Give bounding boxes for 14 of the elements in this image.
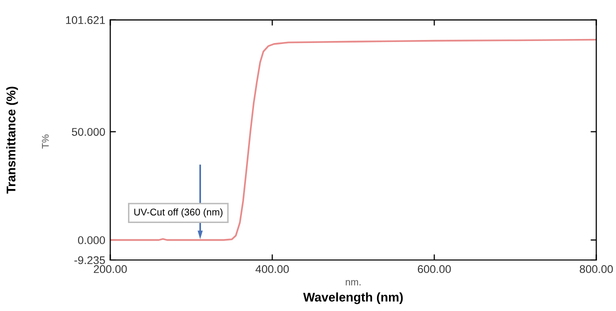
text: T% (42, 134, 49, 149)
x-axis-title: Wavelength (nm) (303, 292, 403, 304)
x-tick-label: 400.00 (256, 265, 289, 274)
y-tick-label: 101.621 (66, 16, 105, 24)
y-tick-label: 0.000 (78, 236, 105, 244)
text: nm. (346, 280, 360, 286)
x-tick-label: 600.00 (418, 265, 451, 274)
x-tick-label: 200.00 (94, 265, 127, 274)
x-tick-label: 800.00 (580, 265, 613, 274)
annotation: UV-Cut off (360 (nm) (134, 208, 222, 218)
y-axis-title: Transmittance (%) (6, 86, 18, 194)
line-series (110, 38, 596, 241)
y-tick-label: 50.000 (72, 128, 105, 136)
y-tick-label: -9.235 (74, 256, 105, 264)
